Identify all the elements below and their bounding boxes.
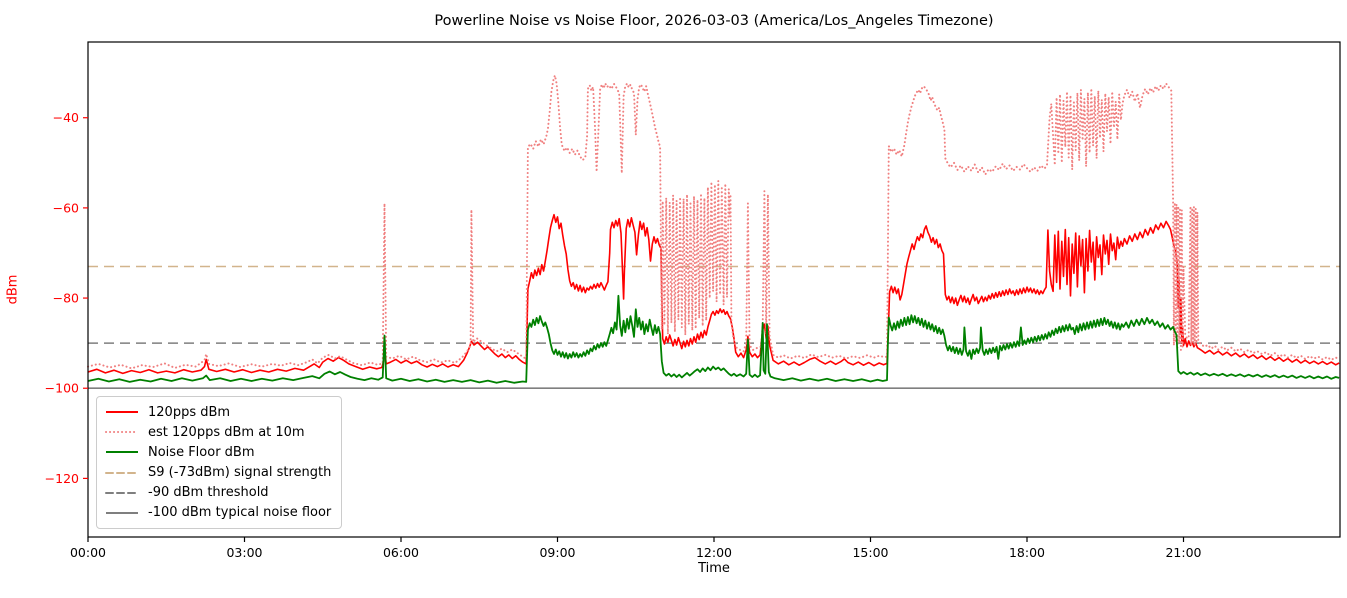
x-tick-label: 15:00 [852, 545, 888, 560]
y-tick-label: −120 [45, 471, 79, 486]
x-tick-label: 18:00 [1009, 545, 1045, 560]
legend-item-4: -90 dBm threshold [105, 483, 333, 503]
legend-label: -100 dBm typical noise floor [148, 505, 332, 521]
legend-label: -90 dBm threshold [148, 485, 269, 501]
legend-line-sample [106, 511, 138, 514]
x-tick-label: 21:00 [1165, 545, 1201, 560]
legend-item-3: S9 (-73dBm) signal strength [105, 463, 333, 483]
legend-line-sample [105, 471, 139, 474]
legend-label: S9 (-73dBm) signal strength [148, 465, 332, 481]
legend-line-sample [106, 411, 138, 414]
legend-line-sample [105, 491, 139, 494]
legend-item-0: 120pps dBm [105, 402, 333, 422]
x-tick-label: 12:00 [696, 545, 732, 560]
x-tick-label: 09:00 [539, 545, 575, 560]
legend-label: Noise Floor dBm [148, 444, 255, 460]
chart-title: Powerline Noise vs Noise Floor, 2026-03-… [434, 13, 994, 29]
legend-line-sample [106, 451, 138, 454]
series-0 [87, 213, 1340, 375]
y-axis-label: dBm [5, 274, 21, 305]
x-axis-label: Time [698, 561, 730, 576]
y-tick-label: −80 [53, 291, 79, 306]
series-1 [87, 74, 1341, 370]
y-tick-label: −60 [53, 200, 79, 215]
legend-label: 120pps dBm [148, 404, 231, 420]
legend-box: 120pps dBm est 120pps dBm at 10m Noise Flo… [96, 396, 342, 529]
legend-item-2: Noise Floor dBm [105, 442, 333, 462]
x-tick-label: 00:00 [70, 545, 106, 560]
legend-item-5: -100 dBm typical noise floor [105, 503, 333, 523]
y-tick-label: −100 [45, 381, 79, 396]
legend-label: est 120pps dBm at 10m [148, 424, 305, 440]
legend-line-sample [105, 431, 139, 434]
legend-item-1: est 120pps dBm at 10m [105, 422, 333, 442]
y-tick-label: −40 [53, 110, 79, 125]
x-tick-label: 06:00 [383, 545, 419, 560]
series-2 [87, 294, 1340, 384]
x-tick-label: 03:00 [226, 545, 262, 560]
